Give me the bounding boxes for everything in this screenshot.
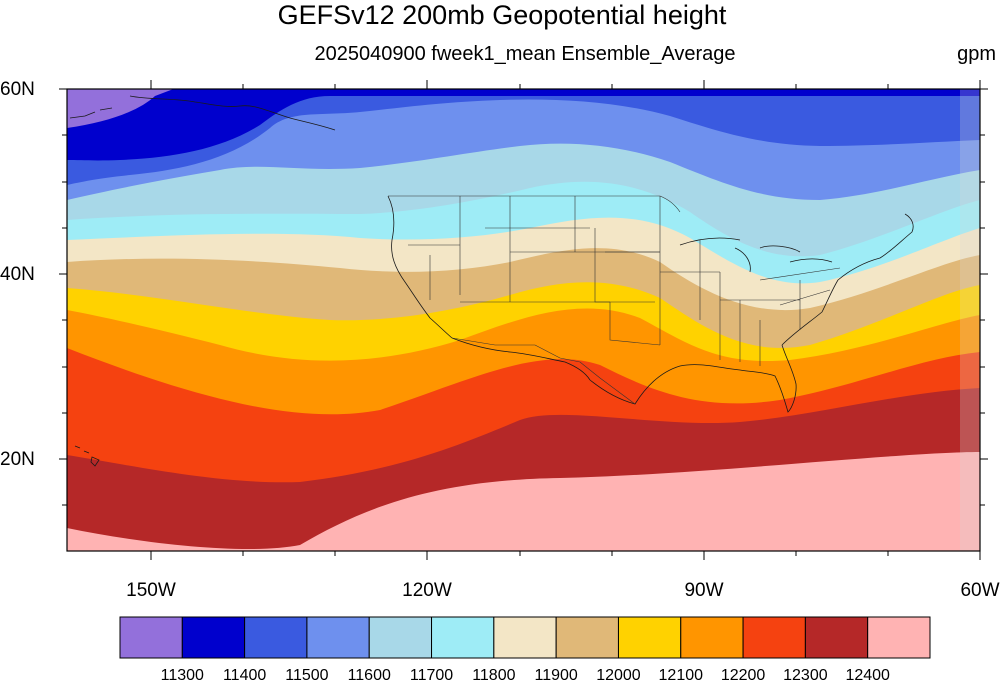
colorbar-label: 11800 xyxy=(472,667,516,684)
colorbar-box-9 xyxy=(680,616,744,659)
colorbar-label: 12000 xyxy=(596,667,641,684)
west-coast xyxy=(387,195,453,339)
colorbar-label: 12400 xyxy=(845,667,890,684)
colorbar-box-10 xyxy=(742,616,806,659)
colorbar-label: 11400 xyxy=(222,667,267,684)
colorbar-label: 12200 xyxy=(720,667,766,684)
colorbar-box-11 xyxy=(804,616,869,659)
no-data-edge xyxy=(960,89,980,551)
band-below-11300 xyxy=(67,89,174,128)
gulf-coast xyxy=(589,344,797,413)
state-lines-east xyxy=(720,267,841,366)
units-label: gpm xyxy=(957,43,996,65)
colorbar-label: 11500 xyxy=(285,667,329,684)
lat-label-60n: 60N xyxy=(0,79,35,100)
colorbar-label: 12100 xyxy=(658,667,704,684)
colorbar-box-6 xyxy=(493,616,557,659)
lat-label-20n: 20N xyxy=(0,449,35,470)
us-state-borders xyxy=(388,195,841,405)
lat-label-40n: 40N xyxy=(0,264,35,285)
state-lines-west xyxy=(408,196,660,303)
band-11400-11500 xyxy=(67,89,980,185)
colorbar-label: 11300 xyxy=(160,667,204,684)
colorbar-box-8 xyxy=(617,616,682,659)
alaska-coast xyxy=(129,95,336,131)
great-lakes xyxy=(679,237,833,273)
colorbar-label: 11700 xyxy=(409,667,454,684)
colorbar-box-4 xyxy=(368,616,433,659)
colorbar-box-7 xyxy=(555,616,619,659)
axis-ticks xyxy=(59,80,988,560)
colorbar-box-3 xyxy=(306,616,370,659)
colorbar-box-1 xyxy=(181,616,246,659)
plot-subtitle: 2025040900 fweek1_mean Ensemble_Average xyxy=(314,43,736,65)
lon-label-120w: 120W xyxy=(402,580,452,601)
lon-label-60w: 60W xyxy=(960,580,1000,601)
mexico-border xyxy=(451,337,636,405)
state-lines-central xyxy=(594,196,721,360)
colorbar xyxy=(119,616,931,659)
coastlines xyxy=(69,95,914,467)
lon-label-90w: 90W xyxy=(684,580,724,601)
east-coast xyxy=(781,213,914,346)
lon-label-150w: 150W xyxy=(126,580,176,601)
colorbar-box-2 xyxy=(244,616,308,659)
colorbar-label: 11900 xyxy=(534,667,578,684)
colorbar-label: 11600 xyxy=(347,667,391,684)
band-11300-11400 xyxy=(67,89,980,161)
alaska-islands xyxy=(69,107,113,119)
colorbar-box-12 xyxy=(867,616,931,659)
colorbar-box-5 xyxy=(431,616,495,659)
axis-minor-ticks xyxy=(62,84,985,556)
plot-title: GEFSv12 200mb Geopotential height xyxy=(277,0,727,30)
hawaii-islands xyxy=(74,445,100,467)
baja-mexico-coast xyxy=(451,337,591,381)
contour-field xyxy=(67,89,980,551)
colorbar-label: 12300 xyxy=(783,667,828,684)
colorbar-box-0 xyxy=(119,616,183,659)
